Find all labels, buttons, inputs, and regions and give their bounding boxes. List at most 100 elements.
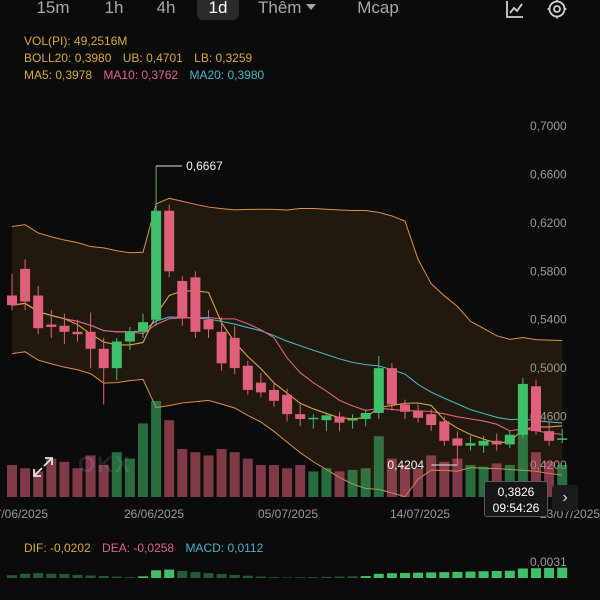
macd-bar <box>452 571 463 578</box>
tab-mcap[interactable]: Mcap <box>357 0 399 17</box>
tab-4h[interactable]: 4h <box>156 0 176 17</box>
volume-bar <box>308 471 319 497</box>
macd-bar <box>151 570 162 578</box>
ma10-value: MA10: 0,3762 <box>103 68 179 82</box>
candle-body <box>33 295 44 329</box>
candle-body <box>269 389 279 401</box>
macd-bar <box>124 577 135 578</box>
volume-bar <box>491 463 502 497</box>
volume-bar <box>229 452 240 497</box>
candle-body <box>46 324 57 327</box>
volume-bar <box>138 423 148 497</box>
volume-bar <box>373 436 384 497</box>
candle-body <box>386 368 397 405</box>
candle-body <box>557 438 568 440</box>
candle-body <box>85 331 96 349</box>
volume-readout: VOL(PI): 49,2516M <box>24 34 127 48</box>
macd-bar <box>347 576 358 578</box>
scroll-to-latest-button[interactable]: › <box>552 485 578 511</box>
volume-bar <box>216 449 227 497</box>
volume-bar <box>334 471 345 497</box>
tab-15m[interactable]: 15m <box>36 0 70 17</box>
expand-icon[interactable] <box>30 454 56 480</box>
volume-bar <box>282 468 293 497</box>
macd-bar <box>177 571 188 578</box>
boll-lb-value: LB: 0,3259 <box>194 51 253 65</box>
volume-bar <box>177 449 188 497</box>
x-tick-label: 17/06/2025 <box>0 507 48 521</box>
volume-bar <box>111 452 122 497</box>
candle-body <box>20 268 31 302</box>
macd-bar <box>282 577 293 578</box>
macd-bar <box>504 570 515 578</box>
candle-body <box>373 368 384 413</box>
macd-bar <box>203 573 214 578</box>
chart-settings-icon[interactable] <box>504 0 526 20</box>
x-tick-label: 26/06/2025 <box>124 507 184 521</box>
candle-body <box>203 319 214 330</box>
macd-bar <box>426 572 437 578</box>
volume-bar <box>33 471 44 497</box>
candle-body <box>491 440 502 445</box>
macd-bar <box>334 576 345 578</box>
candle-body <box>452 438 463 446</box>
volume-bar <box>203 455 214 497</box>
macd-bar <box>59 574 70 578</box>
macd-readout: DIF: -0,0202 DEA: -0,0258 MACD: 0,0112 <box>24 541 263 555</box>
chevron-right-icon: › <box>562 489 568 506</box>
volume-bar <box>452 458 463 497</box>
macd-bar <box>33 573 44 578</box>
candle-body <box>98 348 109 369</box>
volume-bar <box>295 465 306 497</box>
high-price-label: 0,6667 <box>186 159 223 173</box>
macd-bar <box>491 571 502 578</box>
macd-bar <box>465 571 476 578</box>
gear-icon[interactable] <box>546 0 568 20</box>
volume-bar <box>439 461 450 497</box>
tab-1h[interactable]: 1h <box>104 0 124 17</box>
volume-bar <box>413 468 424 497</box>
volume-bar <box>124 458 135 497</box>
candle-body <box>295 414 306 419</box>
candle-body <box>334 416 345 423</box>
macd-bar <box>216 574 227 578</box>
ma5-value: MA5: 0,3978 <box>24 68 93 82</box>
x-tick-label: 14/07/2025 <box>390 507 450 521</box>
macd-bar <box>7 575 17 578</box>
macd-dif-value: DIF: -0,0202 <box>24 541 91 555</box>
macd-dea-value: DEA: -0,0258 <box>102 541 175 555</box>
macd-bar <box>308 577 319 578</box>
volume-bar <box>517 429 528 497</box>
candle-body <box>72 331 83 335</box>
volume-bar <box>544 461 555 497</box>
macd-bar <box>242 575 253 578</box>
candle-body <box>282 394 293 415</box>
candle-body <box>190 277 201 332</box>
candle-body <box>465 443 476 446</box>
candle-body <box>7 295 17 306</box>
candle-body <box>360 412 371 419</box>
macd-bar <box>360 576 371 578</box>
candle-body <box>544 431 555 441</box>
tab-1d[interactable]: 1d <box>197 0 239 20</box>
ma10-line <box>11 302 563 435</box>
boll-readout: BOLL20: 0,3980 UB: 0,4701 LB: 0,3259 <box>24 51 252 65</box>
volume-bar <box>360 468 371 497</box>
macd-bar <box>478 571 489 578</box>
macd-bar <box>557 567 568 578</box>
candle-body <box>478 440 489 446</box>
macd-bar <box>295 577 306 578</box>
candle-body <box>164 210 175 272</box>
candle-body <box>59 325 70 332</box>
y-tick-label: 0,6600 <box>530 167 567 181</box>
volume-bar <box>190 452 201 497</box>
volume-bar <box>531 452 541 497</box>
macd-bar <box>190 572 201 578</box>
volume-bar <box>478 466 489 497</box>
current-price-badge: 0,3826 09:54:26 <box>484 481 548 517</box>
more-dropdown[interactable]: Thêm <box>258 0 330 20</box>
volume-bar <box>242 458 253 497</box>
volume-bar <box>386 458 397 497</box>
low-price-label: 0,4204 <box>387 458 424 472</box>
